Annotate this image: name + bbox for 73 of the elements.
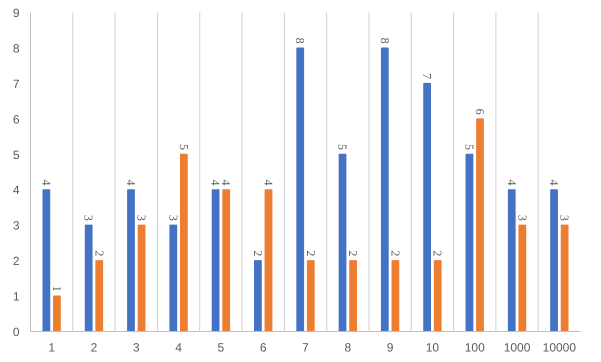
data-label: 3 [134, 214, 149, 221]
bar [349, 260, 357, 332]
bar [296, 47, 304, 332]
data-label: 2 [92, 250, 106, 256]
y-tick-label: 3 [12, 218, 20, 233]
data-label: 5 [336, 144, 350, 150]
data-label: 3 [166, 214, 180, 221]
y-tick-label: 5 [12, 148, 20, 162]
x-tick-label: 1 [48, 340, 56, 354]
x-tick-label: 100 [464, 340, 486, 354]
bar [338, 154, 346, 332]
data-label: 4 [39, 179, 54, 186]
bar [560, 224, 569, 332]
x-tick-label: 8 [344, 340, 352, 354]
bar [264, 189, 272, 332]
data-label: 2 [346, 250, 360, 256]
x-tick-label: 4 [175, 340, 182, 354]
bar [423, 82, 432, 332]
data-label: 2 [250, 250, 265, 256]
bar [476, 118, 484, 332]
bar [138, 224, 146, 332]
data-label: 4 [261, 179, 276, 186]
x-tick-label: 6 [260, 340, 267, 354]
bar [95, 260, 104, 332]
x-tick-label: 3 [132, 340, 140, 354]
data-label: 2 [430, 250, 445, 256]
data-label: 7 [420, 73, 434, 80]
y-tick-label: 1 [12, 290, 20, 304]
data-label: 5 [176, 144, 191, 150]
bar [392, 260, 400, 332]
bar [380, 47, 389, 332]
x-tick-label: 1000 [504, 340, 531, 354]
y-tick-label: 6 [12, 112, 20, 126]
data-label: 5 [462, 144, 476, 150]
bar [53, 296, 61, 332]
x-tick-label: 5 [218, 340, 225, 354]
bar [508, 189, 516, 332]
y-tick-label: 2 [12, 254, 20, 268]
data-label: 8 [378, 38, 392, 44]
data-label: 3 [558, 214, 572, 221]
y-tick-label: 9 [12, 6, 20, 20]
data-label: 4 [124, 179, 138, 186]
y-tick-label: 8 [12, 41, 20, 56]
bar [127, 189, 135, 332]
y-tick-label: 4 [12, 183, 20, 198]
data-label: 1 [50, 286, 64, 292]
y-tick-label: 0 [12, 325, 20, 339]
bar [466, 154, 474, 332]
bar [180, 154, 188, 332]
x-tick-label: 7 [302, 340, 310, 354]
data-label: 2 [304, 250, 318, 256]
bar [550, 189, 558, 332]
bar [434, 260, 442, 332]
bar [222, 189, 230, 332]
bar [306, 260, 315, 332]
data-label: 4 [504, 179, 519, 186]
x-tick-label: 10000 [542, 340, 576, 354]
bar [42, 189, 50, 332]
data-label: 6 [473, 108, 488, 115]
data-label: 8 [293, 38, 308, 44]
data-label: 3 [515, 214, 530, 221]
x-tick-label: 10 [426, 340, 440, 354]
data-label: 3 [82, 214, 96, 221]
y-tick-label: 7 [12, 76, 20, 91]
data-label: 2 [388, 250, 402, 256]
x-tick-label: 9 [386, 340, 394, 354]
bar [169, 224, 178, 332]
bar [84, 224, 93, 332]
bar [518, 224, 526, 332]
x-tick-label: 2 [90, 340, 98, 354]
bar [212, 189, 220, 332]
data-label: 4 [547, 179, 562, 186]
bar [254, 260, 262, 332]
